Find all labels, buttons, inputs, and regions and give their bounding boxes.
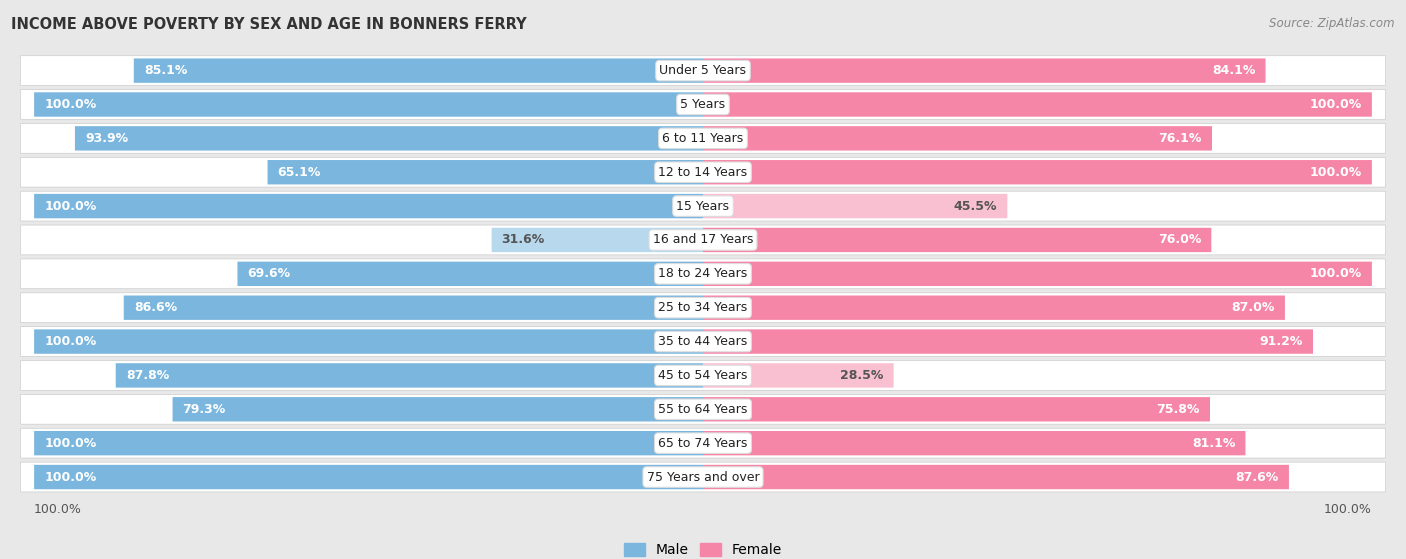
FancyBboxPatch shape [703, 296, 1285, 320]
FancyBboxPatch shape [34, 92, 703, 117]
Text: 75.8%: 75.8% [1157, 403, 1199, 416]
Text: 31.6%: 31.6% [502, 234, 546, 247]
FancyBboxPatch shape [703, 363, 894, 387]
FancyBboxPatch shape [34, 431, 703, 456]
Text: 76.1%: 76.1% [1159, 132, 1202, 145]
Text: 75 Years and over: 75 Years and over [647, 471, 759, 484]
FancyBboxPatch shape [20, 293, 1386, 323]
FancyBboxPatch shape [20, 56, 1386, 86]
FancyBboxPatch shape [34, 465, 703, 489]
FancyBboxPatch shape [173, 397, 703, 421]
Text: 100.0%: 100.0% [34, 503, 82, 516]
FancyBboxPatch shape [267, 160, 703, 184]
Text: 93.9%: 93.9% [84, 132, 128, 145]
FancyBboxPatch shape [34, 194, 703, 218]
Text: Under 5 Years: Under 5 Years [659, 64, 747, 77]
Text: 87.8%: 87.8% [125, 369, 169, 382]
Text: 25 to 34 Years: 25 to 34 Years [658, 301, 748, 314]
Text: 69.6%: 69.6% [247, 267, 291, 280]
Text: 35 to 44 Years: 35 to 44 Years [658, 335, 748, 348]
FancyBboxPatch shape [703, 465, 1289, 489]
FancyBboxPatch shape [703, 194, 1007, 218]
FancyBboxPatch shape [20, 428, 1386, 458]
Text: 18 to 24 Years: 18 to 24 Years [658, 267, 748, 280]
Text: 100.0%: 100.0% [1324, 503, 1372, 516]
Text: 85.1%: 85.1% [143, 64, 187, 77]
Text: 100.0%: 100.0% [44, 471, 97, 484]
Text: 45.5%: 45.5% [953, 200, 997, 212]
Text: 76.0%: 76.0% [1159, 234, 1201, 247]
FancyBboxPatch shape [20, 361, 1386, 390]
Text: 87.6%: 87.6% [1236, 471, 1279, 484]
FancyBboxPatch shape [20, 326, 1386, 357]
FancyBboxPatch shape [703, 397, 1211, 421]
Text: 79.3%: 79.3% [183, 403, 226, 416]
Text: 16 and 17 Years: 16 and 17 Years [652, 234, 754, 247]
FancyBboxPatch shape [20, 124, 1386, 153]
FancyBboxPatch shape [134, 59, 703, 83]
Text: 15 Years: 15 Years [676, 200, 730, 212]
Text: 87.0%: 87.0% [1232, 301, 1275, 314]
FancyBboxPatch shape [124, 296, 703, 320]
FancyBboxPatch shape [703, 262, 1372, 286]
Text: 12 to 14 Years: 12 to 14 Years [658, 165, 748, 179]
FancyBboxPatch shape [703, 59, 1265, 83]
Text: 100.0%: 100.0% [44, 437, 97, 449]
FancyBboxPatch shape [703, 431, 1246, 456]
FancyBboxPatch shape [115, 363, 703, 387]
FancyBboxPatch shape [703, 126, 1212, 150]
FancyBboxPatch shape [20, 462, 1386, 492]
FancyBboxPatch shape [238, 262, 703, 286]
FancyBboxPatch shape [75, 126, 703, 150]
FancyBboxPatch shape [20, 157, 1386, 187]
Text: 6 to 11 Years: 6 to 11 Years [662, 132, 744, 145]
FancyBboxPatch shape [20, 89, 1386, 120]
FancyBboxPatch shape [492, 228, 703, 252]
Text: 100.0%: 100.0% [1309, 98, 1362, 111]
Text: 100.0%: 100.0% [1309, 267, 1362, 280]
FancyBboxPatch shape [34, 329, 703, 354]
FancyBboxPatch shape [703, 228, 1212, 252]
Text: 65.1%: 65.1% [277, 165, 321, 179]
FancyBboxPatch shape [20, 225, 1386, 255]
Text: 65 to 74 Years: 65 to 74 Years [658, 437, 748, 449]
Text: Source: ZipAtlas.com: Source: ZipAtlas.com [1270, 17, 1395, 30]
FancyBboxPatch shape [703, 160, 1372, 184]
FancyBboxPatch shape [20, 259, 1386, 289]
FancyBboxPatch shape [703, 92, 1372, 117]
Text: 100.0%: 100.0% [44, 200, 97, 212]
Text: 91.2%: 91.2% [1260, 335, 1303, 348]
Text: 100.0%: 100.0% [44, 98, 97, 111]
Text: 55 to 64 Years: 55 to 64 Years [658, 403, 748, 416]
Text: 100.0%: 100.0% [44, 335, 97, 348]
Text: 86.6%: 86.6% [134, 301, 177, 314]
Text: INCOME ABOVE POVERTY BY SEX AND AGE IN BONNERS FERRY: INCOME ABOVE POVERTY BY SEX AND AGE IN B… [11, 17, 527, 32]
FancyBboxPatch shape [20, 191, 1386, 221]
Text: 100.0%: 100.0% [1309, 165, 1362, 179]
Text: 81.1%: 81.1% [1192, 437, 1236, 449]
Text: 84.1%: 84.1% [1212, 64, 1256, 77]
Legend: Male, Female: Male, Female [619, 538, 787, 559]
FancyBboxPatch shape [20, 395, 1386, 424]
Text: 5 Years: 5 Years [681, 98, 725, 111]
FancyBboxPatch shape [703, 329, 1313, 354]
Text: 45 to 54 Years: 45 to 54 Years [658, 369, 748, 382]
Text: 28.5%: 28.5% [841, 369, 883, 382]
